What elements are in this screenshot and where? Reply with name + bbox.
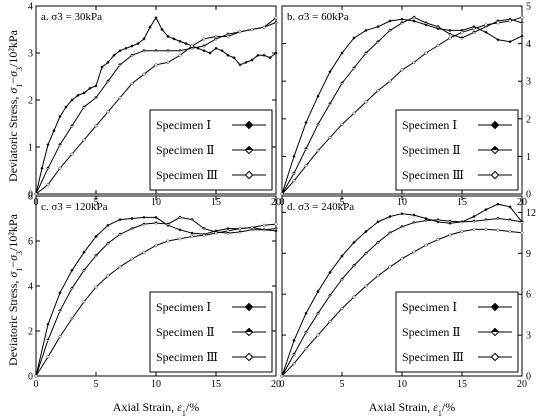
x-tick-label: 15 [211, 197, 221, 208]
legend-marker [244, 302, 254, 312]
y-tick-label: 0 [28, 190, 33, 201]
legend-label: Specimen Ⅲ [402, 168, 464, 182]
y-tick-label: 3 [526, 77, 531, 88]
legend-label: Specimen Ⅱ [402, 325, 460, 339]
legend: Specimen Ⅰ Specimen Ⅱ Specimen Ⅲ [395, 291, 519, 373]
y-tick-label: 6 [28, 237, 33, 248]
series-line [280, 227, 524, 378]
legend: Specimen Ⅰ Specimen Ⅱ Specimen Ⅲ [149, 109, 273, 191]
legend-marker [244, 120, 254, 130]
legend-marker [244, 170, 254, 180]
panel-title: d. σ3 = 240kPa [287, 201, 354, 213]
y-tick-label: 0 [526, 372, 531, 383]
y-tick-label: 4 [28, 282, 33, 293]
legend-marker [245, 328, 253, 332]
legend-label: Specimen Ⅱ [156, 143, 214, 157]
series-line [34, 15, 278, 196]
legend-label: Specimen Ⅰ [402, 118, 457, 132]
legend-label: Specimen Ⅰ [402, 300, 457, 314]
y-tick-label: 6 [526, 290, 531, 301]
series-line [280, 15, 524, 196]
y-tick-label: 9 [526, 249, 531, 260]
legend-marker [490, 170, 500, 180]
x-tick-label: 10 [397, 197, 407, 208]
y-tick-label: 4 [526, 39, 531, 50]
x-tick-label: 10 [151, 379, 161, 390]
legend-marker [490, 120, 500, 130]
legend-marker [491, 328, 499, 332]
y-tick-label: 0 [526, 190, 531, 201]
y-tick-label: 2 [28, 327, 33, 338]
x-tick-label: 20 [271, 379, 281, 390]
y-tick-label: 2 [526, 114, 531, 125]
legend-marker [244, 352, 254, 362]
legend-marker [490, 302, 500, 312]
legend-marker [490, 352, 500, 362]
legend-label: Specimen Ⅲ [402, 350, 464, 364]
x-tick-label: 5 [340, 197, 345, 208]
legend-label: Specimen Ⅰ [156, 118, 211, 132]
x-axis-title: Axial Strain, ε1/% [113, 400, 199, 418]
x-tick-label: 10 [151, 197, 161, 208]
x-tick-label: 15 [211, 379, 221, 390]
legend-marker [491, 146, 499, 150]
x-tick-label: 5 [94, 197, 99, 208]
legend-label: Specimen Ⅱ [402, 143, 460, 157]
series-line [34, 222, 278, 378]
y-tick-label: 4 [28, 2, 33, 13]
legend-label: Specimen Ⅲ [156, 168, 218, 182]
legend-label: Specimen Ⅲ [156, 350, 218, 364]
x-tick-label: 0 [34, 379, 39, 390]
y-tick-label: 0 [28, 372, 33, 383]
legend-label: Specimen Ⅰ [156, 300, 211, 314]
x-tick-label: 20 [517, 379, 527, 390]
panel-title: c. σ3 = 120kPa [41, 201, 108, 213]
y-tick-label: 2 [28, 96, 33, 107]
x-tick-label: 5 [94, 379, 99, 390]
y-tick-label: 12 [526, 208, 536, 219]
x-tick-label: 5 [340, 379, 345, 390]
x-tick-label: 10 [397, 379, 407, 390]
y-axis-title: Deviatoric Stress, σ1−σ3/10²kPa [6, 29, 24, 182]
panel-title: a. σ3 = 30kPa [41, 11, 102, 23]
legend: Specimen Ⅰ Specimen Ⅱ Specimen Ⅲ [395, 109, 519, 191]
y-tick-label: 5 [526, 2, 531, 13]
y-tick-label: 1 [526, 152, 531, 163]
y-tick-label: 3 [526, 331, 531, 342]
x-tick-label: 0 [280, 379, 285, 390]
x-tick-label: 15 [457, 379, 467, 390]
y-axis-title: Deviatoric Stress, σ1−σ3/10²kPa [6, 213, 24, 366]
legend-label: Specimen Ⅱ [156, 325, 214, 339]
y-tick-label: 1 [28, 143, 33, 154]
panel-title: b. σ3 = 60kPa [287, 11, 349, 23]
y-tick-label: 8 [28, 192, 33, 203]
legend-marker [245, 146, 253, 150]
y-tick-label: 3 [28, 49, 33, 60]
legend: Specimen Ⅰ Specimen Ⅱ Specimen Ⅲ [149, 291, 273, 373]
x-tick-label: 15 [457, 197, 467, 208]
x-axis-title: Axial Strain, ε1/% [369, 400, 455, 418]
